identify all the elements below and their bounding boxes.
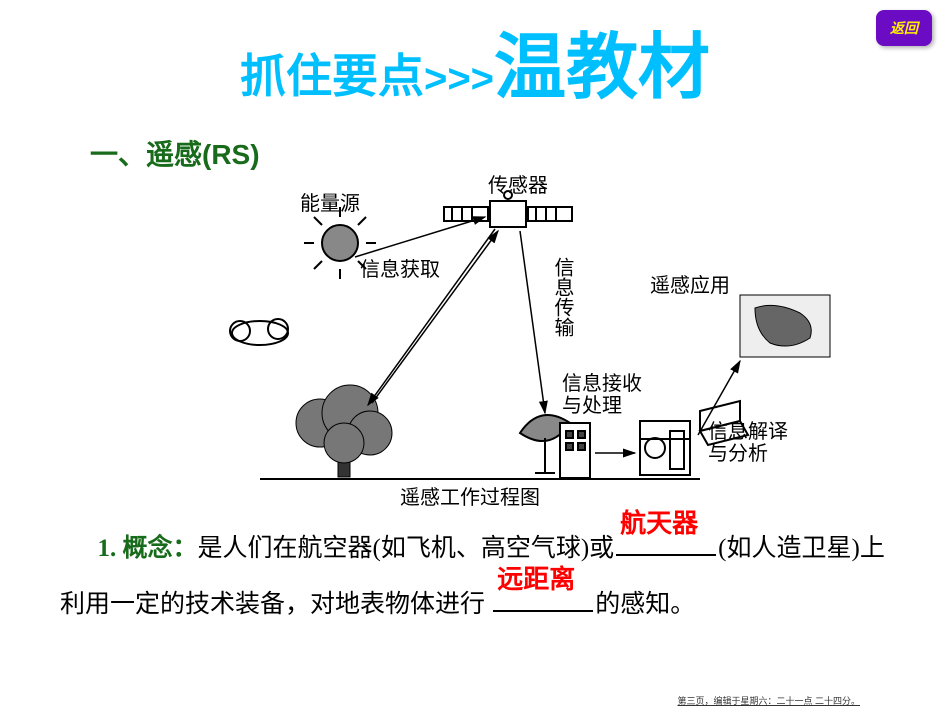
concept-text-3: 的感知。 <box>595 591 695 618</box>
title-prefix: 抓住要点 <box>240 40 424 106</box>
section-heading: 一、遥感(RS) <box>90 133 950 173</box>
fill-1: 航天器 <box>620 496 698 552</box>
blank-2: 远距离 <box>493 610 593 612</box>
label-info-receive: 信息接收与处理 <box>562 373 642 417</box>
fill-2: 远距离 <box>497 552 575 608</box>
concept-label: 1. 概念： <box>98 535 198 562</box>
label-energy-source: 能量源 <box>300 187 360 216</box>
label-info-transmit: 信息传输 <box>548 257 577 337</box>
label-rs-application: 遥感应用 <box>650 269 730 298</box>
title-main: 温教材 <box>494 8 710 113</box>
blank-1: 航天器 <box>616 554 716 556</box>
concept-paragraph: 1. 概念：是人们在航空器(如飞机、高空气球)或航天器(如人造卫星)上利用一定的… <box>0 503 950 633</box>
page-footer: 第三页，编辑于星期六：二十一点 二十四分。 <box>677 694 860 707</box>
page-title-row: 抓住要点 >>> 温教材 <box>0 0 950 113</box>
label-sensor: 传感器 <box>488 169 548 198</box>
rs-diagram: 能量源 传感器 信息获取 信息传输 遥感应用 信息接收与处理 信息解译与分析 遥… <box>200 173 900 503</box>
return-button[interactable]: 返回 <box>876 10 932 46</box>
diagram-svg <box>200 173 900 503</box>
diagram-caption: 遥感工作过程图 <box>400 481 540 510</box>
label-info-interpret: 信息解译与分析 <box>708 421 788 465</box>
label-info-acquire: 信息获取 <box>360 253 440 282</box>
title-arrows: >>> <box>424 57 494 102</box>
